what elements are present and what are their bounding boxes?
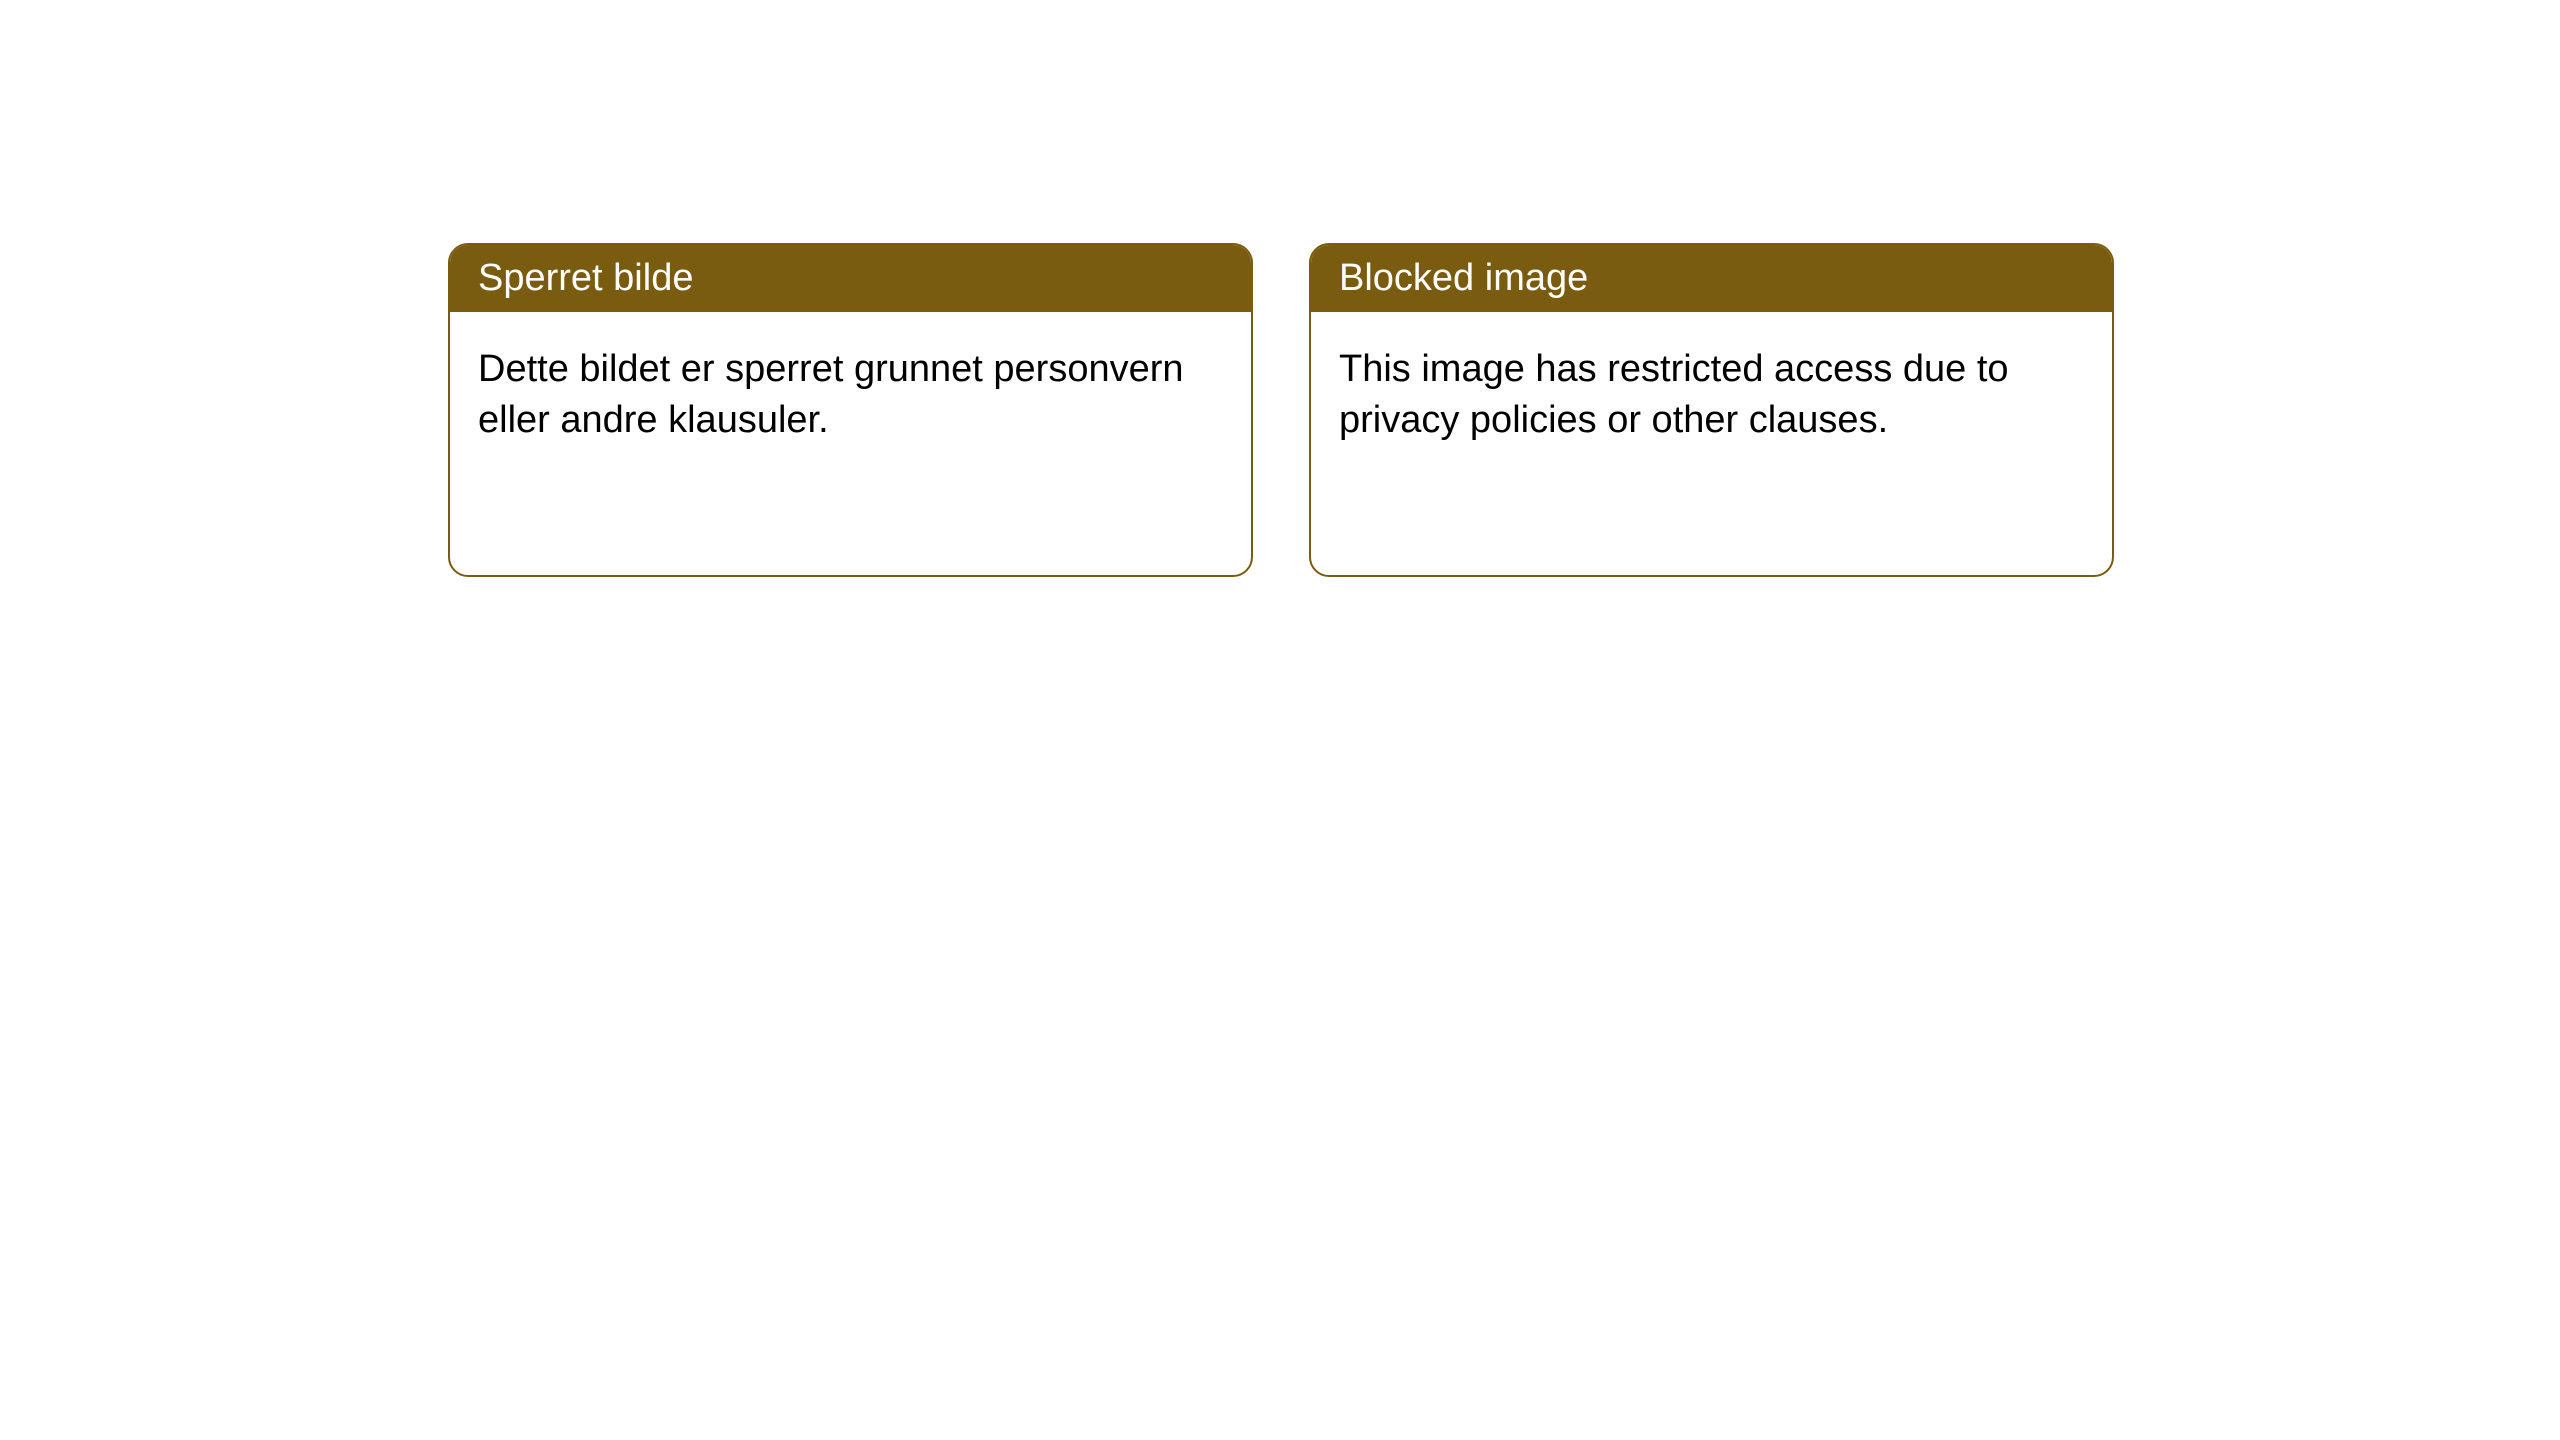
notice-card-norwegian: Sperret bilde Dette bildet er sperret gr… [448,243,1253,577]
notice-header: Sperret bilde [450,245,1251,312]
notice-body: Dette bildet er sperret grunnet personve… [450,312,1251,479]
notice-card-english: Blocked image This image has restricted … [1309,243,2114,577]
notice-container: Sperret bilde Dette bildet er sperret gr… [0,0,2560,577]
notice-header: Blocked image [1311,245,2112,312]
notice-body: This image has restricted access due to … [1311,312,2112,479]
